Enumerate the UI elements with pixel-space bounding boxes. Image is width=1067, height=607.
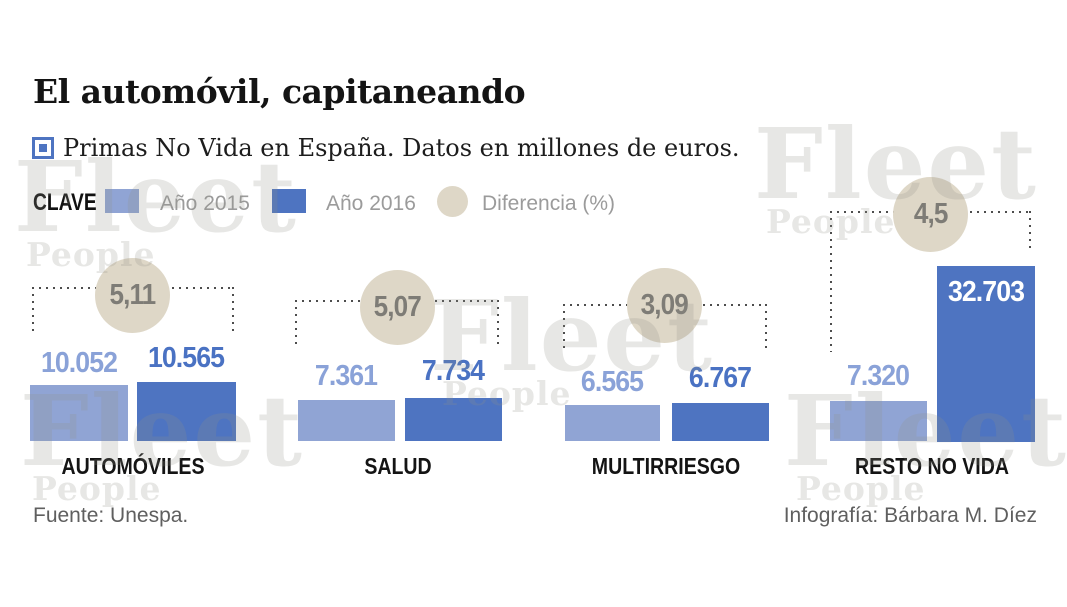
difference-value: 3,09 — [640, 289, 689, 321]
category-label: RESTO NO VIDA — [855, 453, 1009, 479]
bar-2016-multirriesgo — [672, 403, 769, 441]
category-label: SALUD — [364, 453, 432, 479]
difference-value: 4,5 — [913, 198, 949, 230]
bar-2015-salud — [298, 400, 395, 441]
author-credit: Infografía: Bárbara M. Díez — [783, 504, 1037, 527]
subtitle: Primas No Vida en España. Datos en millo… — [32, 134, 740, 162]
value-2015: 6.565 — [580, 366, 644, 398]
watermark-line2: People — [26, 235, 156, 274]
value-2015: 7.320 — [846, 360, 910, 392]
legend-label-2015: Año 2015 — [160, 192, 250, 215]
bracket-leg-left — [563, 304, 565, 349]
bracket-leg-left — [295, 300, 297, 348]
page-title: El automóvil, capitaneando — [33, 72, 526, 111]
value-2015: 10.052 — [40, 347, 118, 379]
difference-badge: 3,09 — [627, 268, 702, 343]
value-2015: 7.361 — [314, 360, 378, 392]
bracket-leg-left — [830, 211, 832, 352]
legend-key-label: CLAVE — [33, 189, 97, 216]
bar-2016-salud — [405, 398, 502, 441]
subtitle-bullet-icon — [32, 137, 54, 159]
value-2016: 10.565 — [147, 342, 225, 374]
bar-2016-automoviles — [137, 382, 236, 441]
category-label: AUTOMÓVILES — [61, 453, 205, 479]
bar-2015-resto-no-vida — [830, 401, 927, 441]
bar-2015-automoviles — [30, 385, 128, 441]
legend-label-2016: Año 2016 — [326, 192, 416, 215]
difference-value: 5,07 — [373, 291, 422, 323]
category-label: MULTIRRIESGO — [591, 453, 741, 479]
bar-2016-resto-no-vida — [937, 266, 1035, 442]
bracket-leg-right — [497, 300, 499, 348]
subtitle-bullet-inner — [39, 144, 47, 152]
value-2016: 32.703 — [947, 276, 1025, 308]
difference-value: 5,11 — [109, 279, 157, 311]
legend-label-difference: Diferencia (%) — [482, 192, 616, 215]
difference-badge: 4,5 — [893, 177, 968, 252]
difference-badge: 5,07 — [360, 270, 435, 345]
source-credit: Fuente: Unespa. — [33, 504, 189, 527]
bracket-leg-right — [232, 287, 234, 331]
legend-swatch-2016 — [272, 189, 306, 213]
bar-2015-multirriesgo — [565, 405, 660, 441]
value-2016: 6.767 — [688, 362, 752, 394]
difference-badge: 5,11 — [95, 258, 170, 333]
value-2016: 7.734 — [421, 355, 485, 387]
legend-circle-difference — [437, 186, 468, 217]
subtitle-text: Primas No Vida en España. Datos en millo… — [63, 134, 740, 162]
bracket-leg-right — [1029, 211, 1031, 251]
legend-swatch-2015 — [105, 189, 139, 213]
bracket-leg-right — [765, 304, 767, 349]
bracket-leg-left — [32, 287, 34, 331]
